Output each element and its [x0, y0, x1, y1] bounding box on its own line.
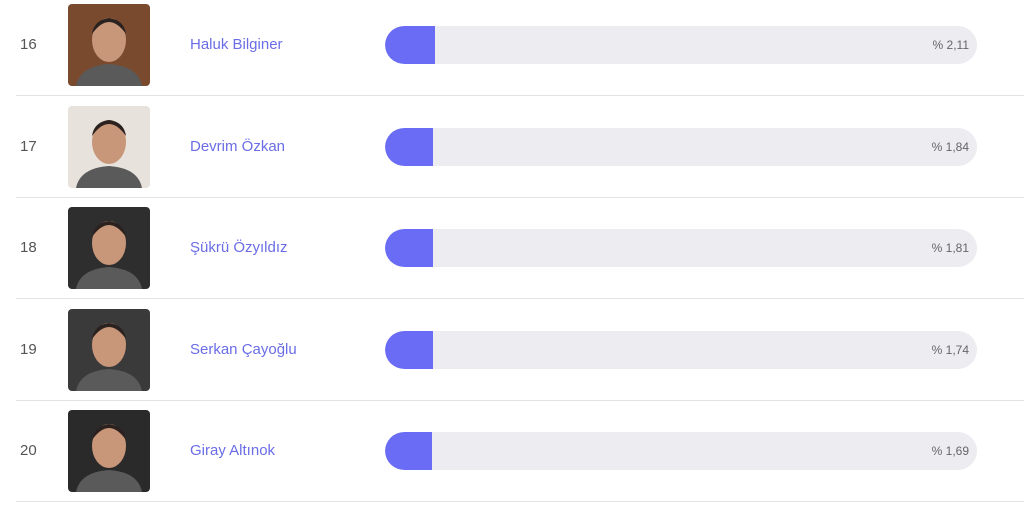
list-row: 17 Devrim Özkan % 1,84 [16, 96, 1024, 198]
rank: 16 [20, 36, 37, 53]
progress-fill [385, 26, 435, 64]
avatar [68, 105, 150, 188]
photo [68, 105, 150, 188]
avatar [68, 308, 150, 391]
person-name[interactable]: Şükrü Özyıldız [190, 239, 288, 256]
list-row: 16 Haluk Bilginer % 2,11 [16, 0, 1024, 96]
progress-track: % 1,81 [385, 229, 977, 267]
percent-label: % 1,84 [931, 139, 969, 154]
avatar [68, 207, 150, 289]
avatar [68, 410, 150, 492]
photo [68, 410, 150, 492]
progress-track: % 1,69 [385, 432, 977, 470]
list-row: 19 Serkan Çayoğlu % 1,74 [16, 299, 1024, 401]
percent-label: % 1,69 [931, 444, 969, 458]
progress-track: % 2,11 [385, 26, 977, 64]
percent-label: % 2,11 [932, 38, 969, 52]
list-row: 18 Şükrü Özyıldız % 1,81 [16, 197, 1024, 299]
list-row: 20 Giray Altınok % 1,69 [16, 400, 1024, 502]
progress-fill [385, 127, 434, 166]
rank: 17 [20, 137, 37, 155]
person-name[interactable]: Devrim Özkan [190, 137, 286, 155]
percent-label: % 1,74 [931, 342, 969, 357]
avatar [68, 4, 150, 86]
rank: 18 [20, 239, 37, 256]
photo [68, 207, 150, 289]
person-name[interactable]: Serkan Çayoğlu [190, 340, 297, 358]
progress-fill [385, 330, 433, 369]
photo [68, 4, 150, 86]
percent-label: % 1,81 [931, 241, 969, 255]
progress-track: % 1,84 [385, 127, 977, 166]
photo [68, 308, 150, 391]
progress-fill [385, 229, 434, 267]
rank: 20 [20, 442, 37, 459]
person-name[interactable]: Haluk Bilginer [190, 36, 283, 53]
progress-track: % 1,74 [385, 330, 977, 369]
rank: 19 [20, 340, 37, 358]
person-name[interactable]: Giray Altınok [190, 442, 276, 459]
progress-fill [385, 432, 433, 470]
